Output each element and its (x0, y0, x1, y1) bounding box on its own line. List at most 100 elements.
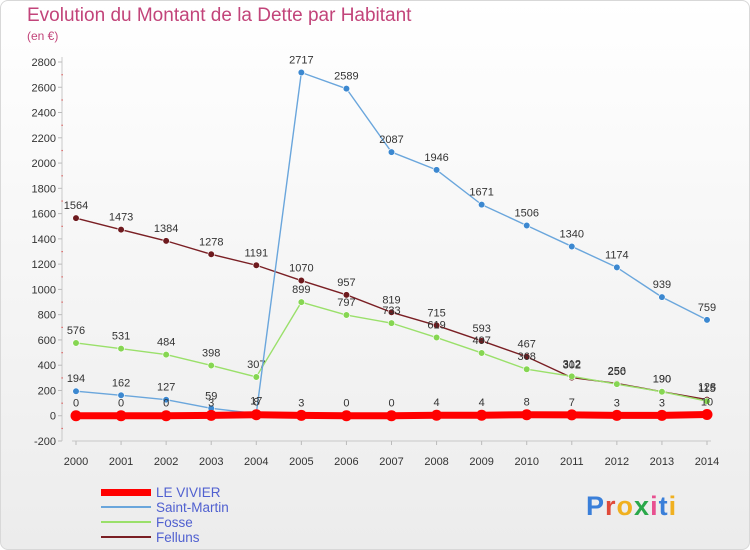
data-point-fosse (387, 319, 396, 327)
data-label-fosse: 576 (67, 325, 85, 337)
y-minor-tick (61, 175, 63, 177)
data-point-felluns (252, 261, 260, 269)
data-point-fosse (252, 373, 260, 381)
legend-label: LE VIVIER (156, 485, 221, 500)
data-label-saint-martin: 2589 (334, 71, 358, 83)
chart-title: Evolution du Montant de la Dette par Hab… (27, 5, 412, 26)
legend-label: Fosse (156, 515, 193, 530)
data-label-felluns: 302 (563, 360, 581, 372)
y-minor-tick (61, 402, 63, 404)
data-label-le-vivier: 3 (298, 397, 304, 409)
data-label-saint-martin: 1506 (514, 207, 538, 219)
data-label-saint-martin: 2087 (379, 134, 403, 146)
y-tick-label: 2000 (32, 158, 56, 170)
data-label-fosse: 797 (337, 297, 355, 309)
series-line-saint-martin (75, 71, 708, 415)
data-point-fosse (703, 397, 711, 405)
data-point-saint-martin (478, 201, 486, 209)
y-tick-label: 200 (38, 385, 56, 397)
data-point-le-vivier (431, 409, 443, 421)
data-label-fosse: 307 (247, 359, 265, 371)
data-point-felluns (342, 291, 351, 299)
data-point-fosse (117, 345, 125, 353)
data-point-fosse (613, 380, 621, 388)
logo-letter: r (605, 491, 617, 521)
data-label-fosse: 398 (202, 347, 220, 359)
data-point-fosse (658, 388, 666, 396)
data-point-le-vivier (295, 409, 307, 421)
y-minor-tick (61, 99, 63, 101)
data-label-felluns: 593 (472, 323, 490, 335)
data-label-felluns: 190 (653, 374, 671, 386)
data-label-saint-martin: 1174 (605, 249, 629, 261)
data-point-felluns (162, 237, 170, 245)
x-tick-label: 2005 (289, 456, 313, 468)
logo-letter: t (658, 491, 669, 521)
data-label-felluns: 467 (518, 339, 536, 351)
data-point-saint-martin (658, 293, 666, 301)
data-point-le-vivier (340, 410, 352, 422)
data-point-fosse (72, 339, 80, 347)
data-label-le-vivier: 3 (659, 397, 665, 409)
data-label-saint-martin: 939 (653, 279, 671, 291)
data-label-saint-martin: 17 (250, 396, 262, 408)
data-point-felluns (297, 276, 305, 285)
data-label-saint-martin: 59 (205, 390, 217, 402)
data-label-saint-martin: 127 (157, 382, 175, 394)
y-tick-label: 0 (50, 411, 56, 423)
data-label-felluns: 256 (608, 365, 626, 377)
y-minor-tick (61, 251, 63, 253)
data-label-le-vivier: 8 (253, 397, 259, 409)
data-label-le-vivier: 0 (73, 398, 79, 410)
y-tick-label: 800 (38, 310, 56, 322)
data-label-saint-martin: 2717 (289, 54, 313, 66)
data-label-fosse: 115 (698, 383, 716, 395)
data-label-le-vivier: 0 (163, 398, 169, 410)
x-tick-label: 2003 (199, 456, 223, 468)
y-tick-label: 1600 (32, 209, 56, 221)
y-minor-tick (61, 326, 63, 328)
data-point-saint-martin (523, 221, 531, 230)
data-point-le-vivier (250, 409, 262, 421)
y-tick-label: 1800 (32, 183, 56, 195)
data-label-le-vivier: 3 (614, 397, 620, 409)
data-label-saint-martin: 1340 (560, 228, 584, 240)
logo-letter: x (634, 491, 651, 521)
data-label-le-vivier: 0 (118, 398, 124, 410)
chart-subtitle: (en €) (27, 29, 59, 43)
x-tick-label: 2008 (424, 456, 448, 468)
data-point-le-vivier (70, 410, 82, 422)
data-label-fosse: 733 (382, 305, 400, 317)
data-label-fosse: 190 (653, 374, 671, 386)
data-label-fosse: 250 (608, 366, 626, 378)
data-label-le-vivier: 7 (569, 397, 575, 409)
data-point-saint-martin (297, 68, 305, 77)
y-minor-tick (61, 74, 63, 76)
x-tick-label: 2002 (154, 456, 178, 468)
x-tick-label: 2013 (650, 456, 674, 468)
y-tick-label: 2600 (32, 82, 56, 94)
data-label-saint-martin: 1671 (469, 187, 493, 199)
data-point-felluns (432, 321, 441, 330)
logo-letter: o (616, 491, 635, 521)
data-point-le-vivier (611, 409, 623, 421)
y-tick-label: 1000 (32, 284, 56, 296)
y-tick-label: 1200 (32, 259, 56, 271)
data-point-le-vivier (386, 410, 397, 422)
x-tick-label: 2000 (64, 456, 88, 468)
y-minor-tick (61, 301, 63, 303)
data-point-felluns (523, 353, 531, 361)
data-point-fosse (342, 311, 351, 319)
data-point-fosse (478, 349, 486, 357)
data-point-felluns (207, 250, 215, 258)
data-label-le-vivier: 3 (208, 397, 214, 409)
data-point-saint-martin (568, 242, 576, 251)
data-label-le-vivier: 10 (701, 396, 713, 408)
data-point-fosse (568, 372, 576, 380)
logo-letter: i (650, 491, 659, 521)
y-minor-tick (61, 377, 63, 379)
data-point-felluns (117, 226, 125, 234)
x-tick-label: 2006 (334, 456, 358, 468)
data-label-fosse: 531 (112, 331, 130, 343)
